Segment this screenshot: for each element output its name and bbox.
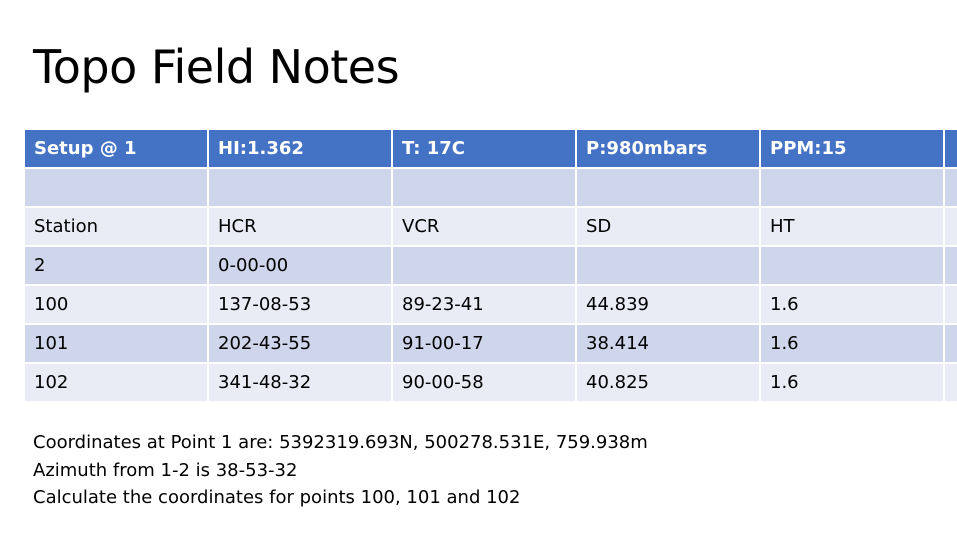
note-line: Azimuth from 1-2 is 38-53-32 — [33, 459, 298, 481]
table-cell: 137-08-53 — [209, 286, 393, 325]
table-cell: 0-00-00 — [209, 247, 393, 286]
table-cell: 100 — [25, 286, 209, 325]
table-cell — [577, 169, 761, 208]
table-cell: T: 17C — [393, 130, 577, 169]
table-cell — [761, 247, 945, 286]
table-cell: 91-00-17 — [393, 325, 577, 364]
table-cell — [945, 130, 957, 169]
table-cell: 101 — [25, 325, 209, 364]
table-cell: 2 — [25, 247, 209, 286]
note-line: Coordinates at Point 1 are: 5392319.693N… — [33, 432, 648, 453]
table-cell — [945, 169, 957, 208]
table-cell — [761, 169, 945, 208]
table-cell: 202-43-55 — [209, 325, 393, 364]
table-cell: 102 — [25, 364, 209, 402]
table-cell: 341-48-32 — [209, 364, 393, 402]
table-cell — [945, 286, 957, 325]
table-cell: 1.6 — [761, 286, 945, 325]
table-cell: Setup @ 1 — [25, 130, 209, 169]
table-cell: 89-23-41 — [393, 286, 577, 325]
notes: Coordinates at Point 1 are: 5392319.693N… — [33, 429, 648, 512]
table-cell: 1.6 — [761, 325, 945, 364]
table-cell: 40.825 — [577, 364, 761, 402]
table-cell: 38.414 — [577, 325, 761, 364]
table-cell — [945, 247, 957, 286]
slide-title: Topo Field Notes — [33, 40, 400, 94]
table-cell: HT — [761, 208, 945, 247]
table-cell — [945, 208, 957, 247]
table-cell: 1.6 — [761, 364, 945, 402]
table-cell: Station — [25, 208, 209, 247]
table-cell: VCR — [393, 208, 577, 247]
table-cell: 44.839 — [577, 286, 761, 325]
table-cell — [393, 247, 577, 286]
table-cell — [945, 364, 957, 402]
table-cell: 90-00-58 — [393, 364, 577, 402]
table-cell: HCR — [209, 208, 393, 247]
table-cell: HI:1.362 — [209, 130, 393, 169]
note-line: Calculate the coordinates for points 100… — [33, 487, 521, 508]
table-cell — [945, 325, 957, 364]
table-cell: P:980mbars — [577, 130, 761, 169]
table-cell: SD — [577, 208, 761, 247]
table-cell — [209, 169, 393, 208]
table-cell — [577, 247, 761, 286]
table-cell — [25, 169, 209, 208]
table-cell — [393, 169, 577, 208]
field-notes-table: Setup @ 1 HI:1.362 T: 17C P:980mbars PPM:15 S… — [25, 130, 957, 402]
table-cell: PPM:15 — [761, 130, 945, 169]
